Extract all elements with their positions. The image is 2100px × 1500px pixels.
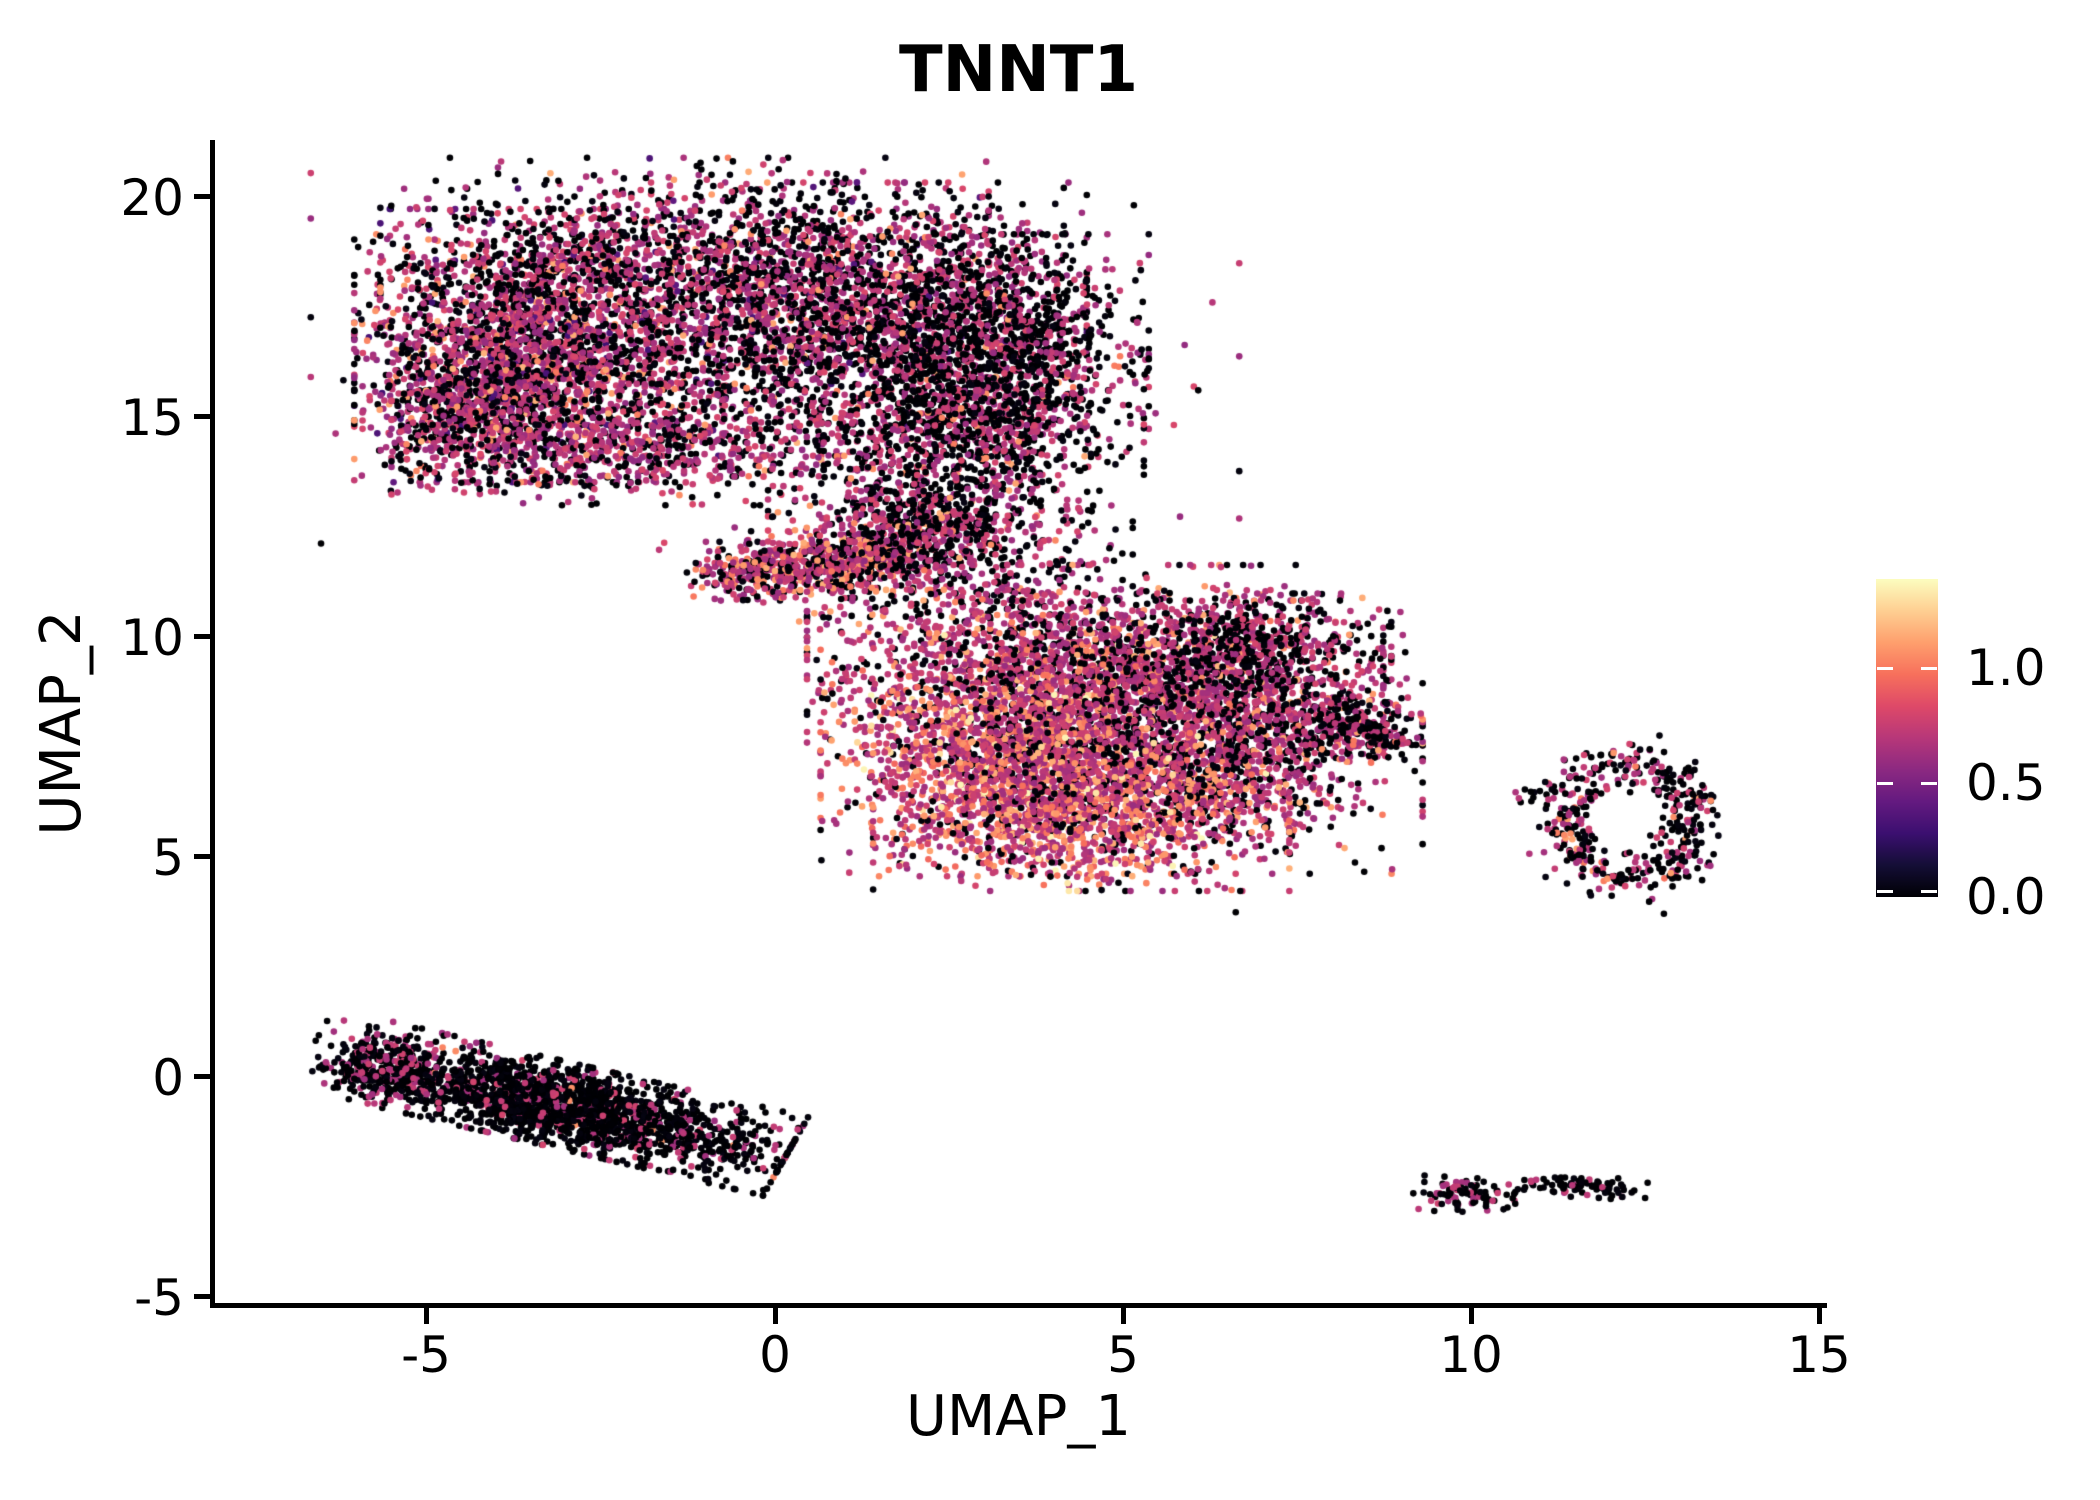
colorbar-label: 0.5 <box>1966 754 2046 812</box>
x-tick-label: 0 <box>759 1326 791 1384</box>
x-tick-label: 10 <box>1439 1326 1503 1384</box>
x-tick <box>1817 1308 1822 1324</box>
y-tick-label: 5 <box>152 829 184 887</box>
y-tick <box>194 854 210 859</box>
y-tick-label: -5 <box>134 1269 184 1327</box>
colorbar-label: 0.0 <box>1966 868 2046 926</box>
colorbar-tick <box>1921 782 1937 785</box>
x-tick <box>424 1308 429 1324</box>
y-axis-line <box>210 140 215 1308</box>
x-tick-label: 5 <box>1107 1326 1139 1384</box>
colorbar-tick <box>1921 667 1937 670</box>
x-axis-line <box>210 1303 1827 1308</box>
y-tick <box>194 414 210 419</box>
x-tick-label: -5 <box>401 1326 451 1384</box>
colorbar-label: 1.0 <box>1966 639 2046 697</box>
y-axis-label: UMAP_2 <box>29 610 94 836</box>
x-axis-label: UMAP_1 <box>905 1384 1131 1449</box>
y-tick-label: 10 <box>120 609 184 667</box>
colorbar-tick <box>1921 890 1937 893</box>
x-tick-label: 15 <box>1787 1326 1851 1384</box>
colorbar-tick <box>1877 667 1893 670</box>
plot-title: TNNT1 <box>899 33 1138 107</box>
x-tick <box>1469 1308 1474 1324</box>
colorbar-tick <box>1877 890 1893 893</box>
y-tick-label: 15 <box>120 389 184 447</box>
y-tick <box>194 1074 210 1079</box>
colorbar-gradient <box>1876 579 1938 897</box>
y-tick <box>194 1294 210 1299</box>
x-tick <box>773 1308 778 1324</box>
y-tick <box>194 634 210 639</box>
y-tick <box>194 194 210 199</box>
colorbar-tick <box>1877 782 1893 785</box>
x-tick <box>1121 1308 1126 1324</box>
y-tick-label: 0 <box>152 1049 184 1107</box>
y-tick-label: 20 <box>120 169 184 227</box>
